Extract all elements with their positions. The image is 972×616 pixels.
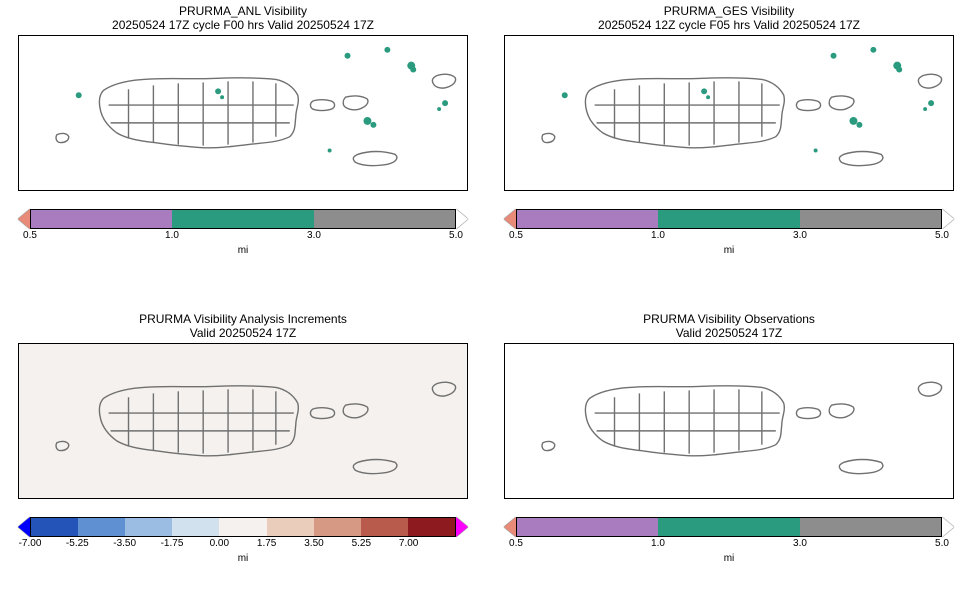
colorbar-segment	[314, 210, 455, 228]
map-patch	[923, 107, 927, 111]
map-patch	[384, 47, 390, 53]
panel-top-right: PRURMA_GES Visibility20250524 12Z cycle …	[486, 0, 972, 308]
colorbar-tick: 3.0	[307, 230, 321, 241]
colorbar-segment	[658, 518, 799, 536]
panel-top-left: PRURMA_ANL Visibility20250524 17Z cycle …	[0, 0, 486, 308]
colorbar-right-arrow	[456, 209, 468, 229]
colorbar-tick: 5.25	[352, 538, 371, 549]
colorbar-segment	[125, 518, 172, 536]
colorbar-segment	[800, 210, 941, 228]
colorbar-segment	[31, 210, 172, 228]
map-patch	[856, 122, 862, 128]
colorbar-tick: -7.00	[19, 538, 42, 549]
colorbar-tick: 3.50	[304, 538, 323, 549]
colorbar-tick: 0.5	[509, 230, 523, 241]
panel-title-line1: PRURMA Visibility Analysis Increments	[139, 312, 347, 326]
map-patch	[706, 95, 710, 99]
panel-bottom-right: PRURMA Visibility ObservationsValid 2025…	[486, 308, 972, 616]
map-patch	[562, 92, 568, 98]
map-patch	[870, 47, 876, 53]
colorbar-unit: mi	[238, 245, 249, 256]
colorbar-tick: -5.25	[66, 538, 89, 549]
panel-title: PRURMA_ANL Visibility20250524 17Z cycle …	[112, 4, 374, 33]
colorbar-segment	[219, 518, 266, 536]
colorbar-tick: 1.75	[257, 538, 276, 549]
map-patch	[328, 148, 332, 152]
colorbar-segment	[517, 210, 658, 228]
colorbar-tick: 3.0	[793, 230, 807, 241]
panel-title: PRURMA Visibility Analysis IncrementsVal…	[139, 312, 347, 341]
colorbar-tick: 0.5	[23, 230, 37, 241]
map-frame	[18, 343, 468, 499]
map-patch	[814, 148, 818, 152]
colorbar-unit: mi	[724, 245, 735, 256]
colorbar-tick: 0.00	[210, 538, 229, 549]
map-patch	[215, 88, 221, 94]
colorbar: 0.5 1.0 3.0 5.0 mi	[504, 209, 954, 256]
colorbar-tick: 3.0	[793, 538, 807, 549]
map-patch	[345, 53, 351, 59]
colorbar-left-arrow	[18, 209, 30, 229]
colorbar-segment	[658, 210, 799, 228]
colorbar-tick: 5.0	[935, 538, 949, 549]
colorbar-segment	[800, 518, 941, 536]
panel-title: PRURMA Visibility ObservationsValid 2025…	[643, 312, 815, 341]
colorbar-right-arrow	[942, 517, 954, 537]
colorbar-tick: 0.5	[509, 538, 523, 549]
panel-title-line2: 20250524 12Z cycle F05 hrs Valid 2025052…	[598, 18, 860, 32]
colorbar: -7.00 -5.25 -3.50 -1.75 0.00 1.75 3.50 5.25 7.00…	[18, 517, 468, 564]
colorbar-segment	[267, 518, 314, 536]
panel-bottom-left: PRURMA Visibility Analysis IncrementsVal…	[0, 308, 486, 616]
colorbar-segment	[78, 518, 125, 536]
colorbar-unit: mi	[238, 553, 249, 564]
colorbar-tick: 1.0	[651, 230, 665, 241]
panel-title-line1: PRURMA_GES Visibility	[598, 4, 860, 18]
panel-title-line1: PRURMA Visibility Observations	[643, 312, 815, 326]
map-patch	[831, 53, 837, 59]
map-frame	[504, 35, 954, 191]
panel-title-line2: Valid 20250524 17Z	[139, 326, 347, 340]
map-patch	[76, 92, 82, 98]
panel-title-line1: PRURMA_ANL Visibility	[112, 4, 374, 18]
colorbar-tick: 5.0	[935, 230, 949, 241]
colorbar-segment	[172, 210, 313, 228]
colorbar-tick: 5.0	[449, 230, 463, 241]
colorbar-left-arrow	[504, 517, 516, 537]
map-patch	[437, 107, 441, 111]
panel-title-line2: 20250524 17Z cycle F00 hrs Valid 2025052…	[112, 18, 374, 32]
colorbar-tick: -3.50	[113, 538, 136, 549]
chart-grid: PRURMA_ANL Visibility20250524 17Z cycle …	[0, 0, 972, 616]
map-patch	[928, 100, 934, 106]
map-patch	[370, 122, 376, 128]
map-patch	[896, 66, 902, 72]
map-patch	[701, 88, 707, 94]
colorbar-segment	[517, 518, 658, 536]
colorbar-tick: 1.0	[165, 230, 179, 241]
colorbar: 0.5 1.0 3.0 5.0 mi	[18, 209, 468, 256]
colorbar-segment	[31, 518, 78, 536]
panel-title-line2: Valid 20250524 17Z	[643, 326, 815, 340]
colorbar-tick: 7.00	[399, 538, 418, 549]
map-patch	[363, 117, 371, 125]
colorbar-segment	[172, 518, 219, 536]
panel-title: PRURMA_GES Visibility20250524 12Z cycle …	[598, 4, 860, 33]
colorbar-left-arrow	[18, 517, 30, 537]
map-frame	[18, 35, 468, 191]
map-patch	[410, 66, 416, 72]
colorbar: 0.5 1.0 3.0 5.0 mi	[504, 517, 954, 564]
colorbar-segment	[361, 518, 408, 536]
map-patch	[220, 95, 224, 99]
colorbar-left-arrow	[504, 209, 516, 229]
colorbar-right-arrow	[456, 517, 468, 537]
colorbar-tick: 1.0	[651, 538, 665, 549]
map-patch	[849, 117, 857, 125]
colorbar-tick: -1.75	[161, 538, 184, 549]
colorbar-unit: mi	[724, 553, 735, 564]
colorbar-segment	[408, 518, 455, 536]
map-patch	[442, 100, 448, 106]
colorbar-segment	[314, 518, 361, 536]
colorbar-right-arrow	[942, 209, 954, 229]
map-frame	[504, 343, 954, 499]
